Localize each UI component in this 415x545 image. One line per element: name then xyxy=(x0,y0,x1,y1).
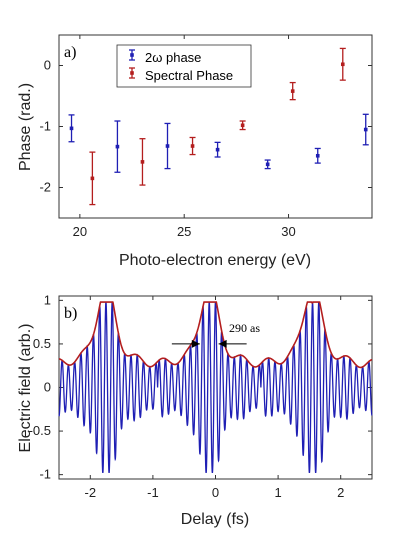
data-point-2w-phase xyxy=(362,113,369,146)
fwhm-annotation: 290 as xyxy=(171,321,260,348)
panel-b-xlabel: Delay (fs) xyxy=(181,511,249,528)
data-point-2w-phase xyxy=(314,147,321,164)
panel-b-marks xyxy=(58,301,373,474)
fwhm-arrowhead-left xyxy=(191,339,200,348)
x-tick-label: 2 xyxy=(337,485,344,500)
legend-swatch-spectral-phase xyxy=(129,67,135,79)
legend-entry-2w-phase: 2ω phase xyxy=(145,50,201,65)
x-tick-label: 20 xyxy=(73,224,87,239)
fwhm-annotation-label: 290 as xyxy=(229,321,260,335)
panel-b-ticks: -2 -1 0 1 2 1 0.5 0 -0.5 -1 xyxy=(29,292,372,500)
y-tick-label: -1 xyxy=(39,467,51,482)
data-point-2w-phase xyxy=(264,159,271,170)
y-tick-label: -1 xyxy=(39,119,51,134)
x-tick-label: 0 xyxy=(212,485,219,500)
panel-a-label: a) xyxy=(64,44,76,61)
data-point-2w-phase xyxy=(214,141,221,158)
panel-a-ticks: 20 25 30 0 -1 -2 xyxy=(39,35,372,239)
legend-box xyxy=(116,44,252,88)
x-tick-label: -1 xyxy=(147,485,159,500)
legend-entry-spectral-phase: Spectral Phase xyxy=(145,68,233,83)
data-point-spectral-phase xyxy=(89,151,96,206)
panel-a-marks xyxy=(68,47,369,206)
data-point-2w-phase xyxy=(114,120,121,173)
panel-a-ylabel: Phase (rad.) xyxy=(17,83,34,171)
y-tick-label: 0 xyxy=(44,380,51,395)
y-tick-label: 1 xyxy=(44,292,51,307)
panel-b-label: b) xyxy=(64,305,77,322)
panel-b: -2 -1 0 1 2 1 0.5 0 -0.5 -1 b) Delay (fs) Electri… xyxy=(17,292,373,528)
series-line-envelope xyxy=(58,301,373,369)
fwhm-arrowhead-right xyxy=(218,339,227,348)
panel-a: 20 25 30 0 -1 -2 a) Photo-electron energy (eV… xyxy=(17,34,373,269)
panel-b-axes xyxy=(58,295,373,480)
x-tick-label: 30 xyxy=(281,224,295,239)
data-point-spectral-phase xyxy=(289,81,296,101)
y-tick-label: -0.5 xyxy=(29,423,51,438)
data-point-spectral-phase xyxy=(339,47,346,81)
panel-a-legend: 2ω phase Spectral Phase xyxy=(116,44,252,88)
y-tick-label: 0 xyxy=(44,58,51,73)
x-tick-label: -2 xyxy=(85,485,97,500)
y-tick-label: 0.5 xyxy=(33,336,51,351)
x-tick-label: 1 xyxy=(274,485,281,500)
data-point-spectral-phase xyxy=(239,120,246,131)
data-point-2w-phase xyxy=(68,114,75,143)
panel-a-xlabel: Photo-electron energy (eV) xyxy=(119,252,311,269)
panel-b-ylabel: Electric field (arb.) xyxy=(17,324,34,453)
legend-swatch-2w-phase xyxy=(129,49,135,61)
y-tick-label: -2 xyxy=(39,180,51,195)
data-point-2w-phase xyxy=(164,122,171,170)
data-point-spectral-phase xyxy=(189,136,196,156)
data-point-spectral-phase xyxy=(139,138,146,186)
x-tick-label: 25 xyxy=(177,224,191,239)
